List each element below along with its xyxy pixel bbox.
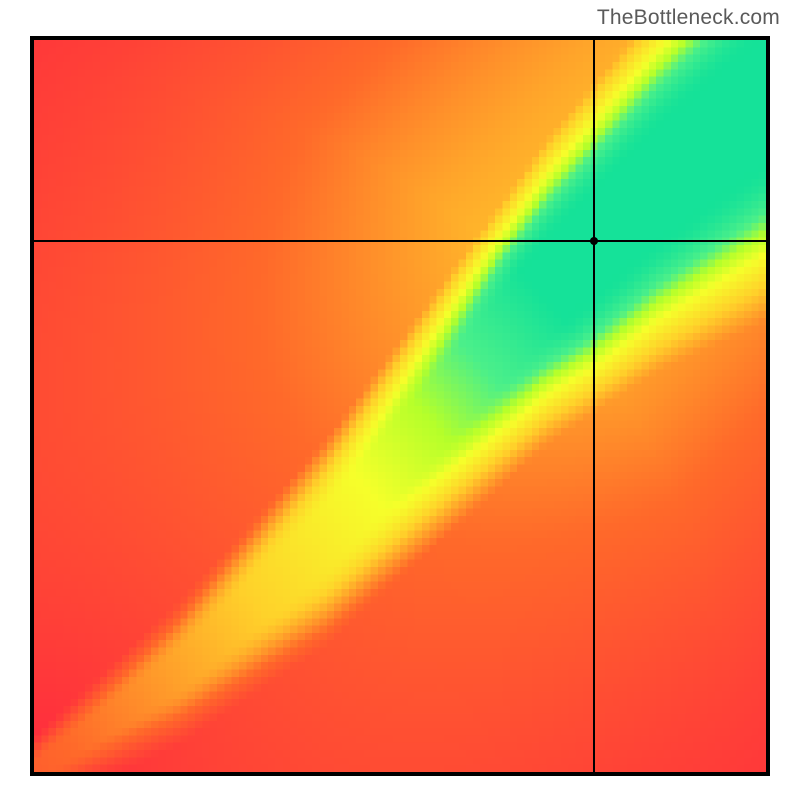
plot-border — [30, 36, 770, 776]
chart-container: TheBottleneck.com — [0, 0, 800, 800]
crosshair-marker — [590, 237, 598, 245]
crosshair-horizontal — [34, 240, 766, 242]
crosshair-vertical — [593, 40, 595, 772]
attribution-text: TheBottleneck.com — [597, 6, 780, 30]
